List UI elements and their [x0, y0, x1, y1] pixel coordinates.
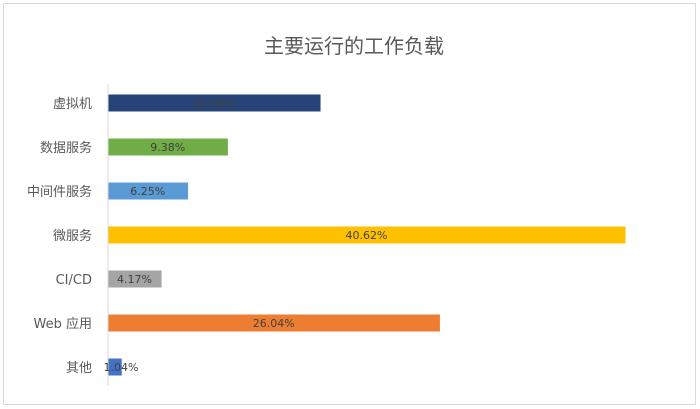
value-label: 6.25% [130, 185, 165, 198]
value-label: 40.62% [346, 229, 388, 242]
category-label: 其他 [66, 361, 92, 376]
category-label: 中间件服务 [27, 184, 92, 200]
category-label: Web 应用 [34, 316, 92, 332]
category-label: 虚拟机 [53, 97, 92, 112]
value-label: 9.38% [150, 141, 185, 154]
value-label: 4.17% [117, 273, 152, 286]
bar [108, 138, 228, 156]
category-label: 数据服务 [40, 140, 92, 156]
bar [108, 314, 440, 332]
value-label: 1.04% [104, 361, 139, 374]
bar-chart: 主要运行的工作负载 虚拟机 16.66% 数据服务 9.38% 中间件服务 6.25% 微服… [27, 34, 626, 386]
value-label: 26.04% [253, 317, 295, 330]
category-label: 微服务 [53, 228, 92, 244]
bar [108, 358, 122, 376]
chart-title: 主要运行的工作负载 [264, 34, 444, 58]
plot-area: 虚拟机 16.66% 数据服务 9.38% 中间件服务 6.25% 微服务 40.62% CI/… [27, 94, 626, 376]
value-label: 16.66% [193, 97, 235, 110]
bar [108, 94, 321, 112]
category-label: CI/CD [56, 273, 92, 288]
bar [108, 182, 189, 200]
bar [108, 226, 626, 244]
chart-frame: 主要运行的工作负载 虚拟机 16.66% 数据服务 9.38% 中间件服务 6.25% 微服… [3, 3, 696, 405]
bar [108, 270, 162, 288]
